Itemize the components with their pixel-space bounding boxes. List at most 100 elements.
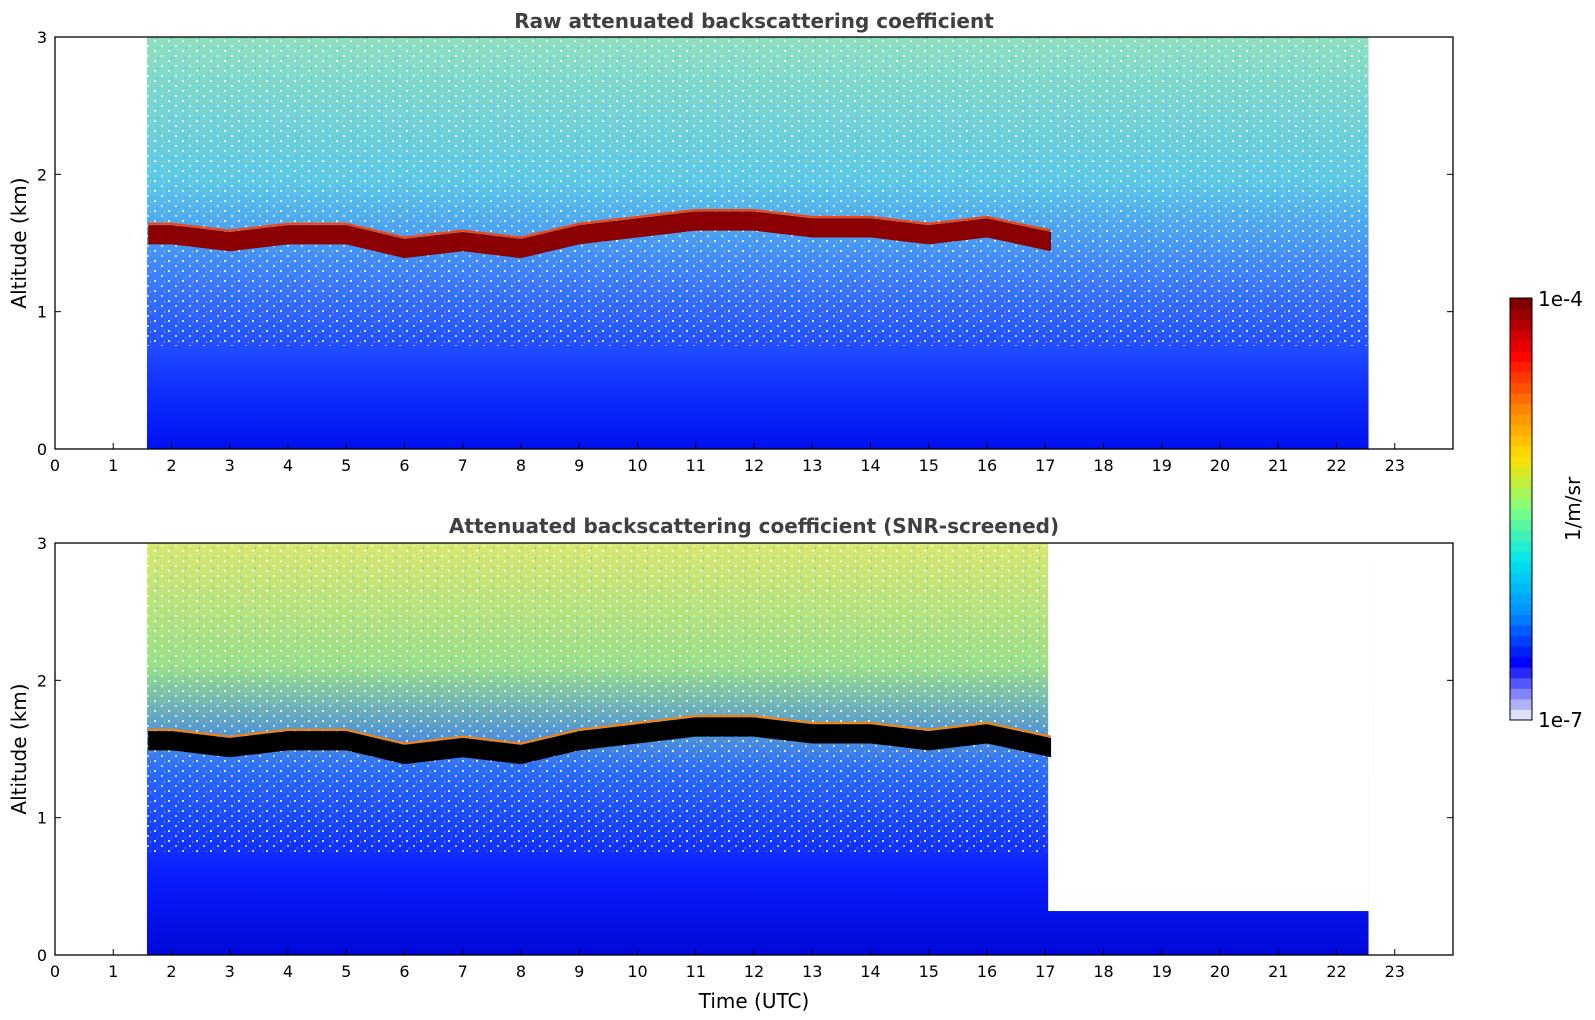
x-tick-label: 7 — [458, 456, 468, 475]
x-tick-label: 23 — [1385, 456, 1405, 475]
y-tick-label: 2 — [37, 671, 47, 690]
colorbar-min-label: 1e-7 — [1538, 708, 1583, 732]
x-tick-label: 13 — [802, 456, 822, 475]
colorbar: 1e-4 1e-7 1/m/sr — [1509, 287, 1585, 732]
colorbar-band — [1510, 635, 1532, 647]
panel-screened: Attenuated backscattering coefficient (S… — [7, 514, 1454, 1013]
x-tick-label: 0 — [50, 456, 60, 475]
colorbar-band — [1510, 551, 1532, 563]
x-tick-label: 10 — [627, 962, 647, 981]
x-tick-label: 9 — [574, 962, 584, 981]
x-tick-label: 21 — [1268, 962, 1288, 981]
colorbar-band — [1510, 329, 1532, 341]
colorbar-band — [1510, 435, 1532, 447]
colorbar-band — [1510, 667, 1532, 679]
x-tick-label: 22 — [1326, 962, 1346, 981]
colorbar-band — [1510, 371, 1532, 383]
x-tick-label: 8 — [516, 962, 526, 981]
panel-raw-y-ticks: 0 1 2 3 — [37, 28, 1453, 459]
x-tick-label: 0 — [50, 962, 60, 981]
x-tick-label: 15 — [919, 456, 939, 475]
colorbar-max-label: 1e-4 — [1538, 287, 1583, 311]
y-tick-label: 0 — [37, 440, 47, 459]
cloud-top-edge — [148, 209, 1052, 239]
x-tick-label: 11 — [686, 456, 706, 475]
x-tick-label: 17 — [1035, 962, 1055, 981]
panel-screened-y-ticks: 0 1 2 3 — [37, 534, 1453, 965]
colorbar-band — [1510, 319, 1532, 331]
colorbar-band — [1510, 456, 1532, 468]
colorbar-band — [1510, 688, 1532, 700]
colorbar-band — [1510, 477, 1532, 489]
x-tick-label: 21 — [1268, 456, 1288, 475]
panel-screened-ylabel: Altitude (km) — [7, 683, 31, 814]
x-tick-label: 6 — [399, 456, 409, 475]
colorbar-band — [1510, 698, 1532, 710]
x-tick-label: 4 — [283, 962, 293, 981]
colorbar-band — [1510, 414, 1532, 426]
x-tick-label: 5 — [341, 456, 351, 475]
colorbar-unit-label: 1/m/sr — [1561, 476, 1585, 541]
y-tick-label: 2 — [37, 165, 47, 184]
colorbar-band — [1510, 519, 1532, 531]
colorbar-band — [1510, 361, 1532, 373]
x-tick-label: 3 — [225, 456, 235, 475]
colorbar-frame — [1509, 297, 1533, 721]
cloud-layer — [148, 717, 1052, 765]
colorbar-band — [1510, 677, 1532, 689]
x-tick-label: 16 — [977, 456, 997, 475]
x-tick-label: 19 — [1152, 456, 1172, 475]
colorbar-band — [1510, 392, 1532, 404]
colorbar-band — [1510, 582, 1532, 594]
colorbar-band — [1510, 298, 1532, 310]
colorbar-band — [1510, 498, 1532, 510]
panel-raw-ylabel: Altitude (km) — [7, 177, 31, 308]
x-tick-label: 13 — [802, 962, 822, 981]
x-tick-label: 18 — [1093, 962, 1113, 981]
panel-screened-heatmap — [147, 543, 1369, 955]
x-tick-label: 2 — [166, 962, 176, 981]
x-tick-label: 7 — [458, 962, 468, 981]
x-tick-label: 12 — [744, 456, 764, 475]
x-tick-label: 10 — [627, 456, 647, 475]
colorbar-band — [1510, 593, 1532, 605]
cloud-top-edge — [148, 715, 1052, 745]
colorbar-band — [1510, 350, 1532, 362]
colorbar-band — [1510, 530, 1532, 542]
x-tick-label: 5 — [341, 962, 351, 981]
colorbar-gradient — [1510, 298, 1532, 721]
colorbar-band — [1510, 445, 1532, 457]
panel-screened-x-ticks: 0 1 2 3 4 5 6 7 8 9 10 11 12 13 14 15 16 17 18 19 20 21 22 23 — [50, 949, 1405, 981]
x-tick-label: 23 — [1385, 962, 1405, 981]
y-tick-label: 3 — [37, 534, 47, 553]
screened-out-region — [1048, 543, 1369, 912]
x-tick-label: 12 — [744, 962, 764, 981]
y-tick-label: 0 — [37, 946, 47, 965]
x-tick-label: 8 — [516, 456, 526, 475]
x-tick-label: 14 — [860, 962, 880, 981]
colorbar-band — [1510, 308, 1532, 320]
colorbar-band — [1510, 382, 1532, 394]
panel-raw-heatmap — [147, 37, 1369, 449]
colorbar-band — [1510, 340, 1532, 352]
x-tick-label: 9 — [574, 456, 584, 475]
colorbar-band — [1510, 509, 1532, 521]
colorbar-band — [1510, 466, 1532, 478]
panel-raw-x-ticks: 0 1 2 3 4 5 6 7 8 9 10 11 12 13 14 15 16 17 18 19 20 21 22 23 — [50, 443, 1405, 475]
x-tick-label: 16 — [977, 962, 997, 981]
x-tick-label: 20 — [1210, 962, 1230, 981]
x-tick-label: 17 — [1035, 456, 1055, 475]
panel-raw-title: Raw attenuated backscattering coefficien… — [514, 9, 994, 33]
colorbar-band — [1510, 487, 1532, 499]
noise-speckle — [147, 37, 1369, 346]
colorbar-band — [1510, 540, 1532, 552]
y-tick-label: 1 — [37, 303, 47, 322]
colorbar-band — [1510, 614, 1532, 626]
x-tick-label: 15 — [919, 962, 939, 981]
x-tick-label: 1 — [108, 962, 118, 981]
x-tick-label: 22 — [1326, 456, 1346, 475]
x-tick-label: 4 — [283, 456, 293, 475]
x-tick-label: 3 — [225, 962, 235, 981]
cloud-layer — [148, 211, 1052, 259]
